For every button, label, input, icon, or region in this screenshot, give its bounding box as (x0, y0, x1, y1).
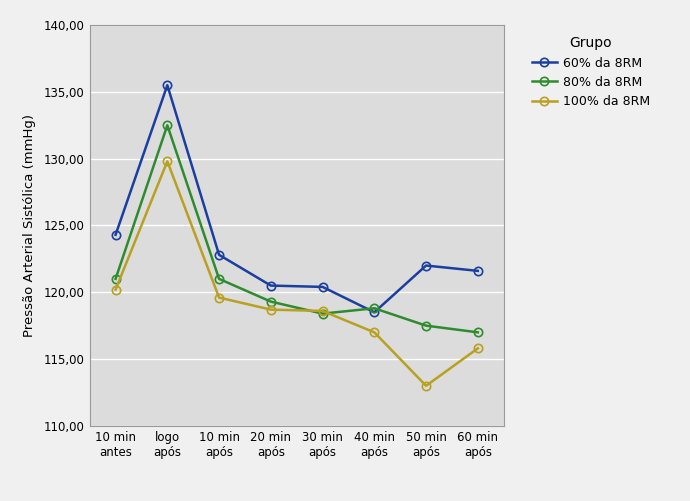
60% da 8RM (473, 268, 482, 274)
60% da 8RM (163, 82, 171, 88)
Line: 80% da 8RM: 80% da 8RM (111, 121, 482, 337)
80% da 8RM (473, 329, 482, 335)
100% da 8RM (473, 345, 482, 351)
100% da 8RM (370, 329, 378, 335)
80% da 8RM (163, 122, 171, 128)
Line: 60% da 8RM: 60% da 8RM (111, 81, 482, 317)
100% da 8RM (215, 295, 224, 301)
Line: 100% da 8RM: 100% da 8RM (111, 157, 482, 390)
80% da 8RM (370, 305, 378, 311)
60% da 8RM (266, 283, 275, 289)
80% da 8RM (215, 276, 224, 282)
100% da 8RM (422, 383, 431, 389)
Y-axis label: Pressão Arterial Sistólica (mmHg): Pressão Arterial Sistólica (mmHg) (23, 114, 36, 337)
60% da 8RM (318, 284, 327, 290)
80% da 8RM (112, 276, 120, 282)
60% da 8RM (370, 309, 378, 315)
100% da 8RM (266, 307, 275, 313)
100% da 8RM (318, 308, 327, 314)
80% da 8RM (318, 311, 327, 317)
80% da 8RM (266, 299, 275, 305)
60% da 8RM (112, 232, 120, 238)
Legend: 60% da 8RM, 80% da 8RM, 100% da 8RM: 60% da 8RM, 80% da 8RM, 100% da 8RM (526, 31, 655, 113)
100% da 8RM (112, 287, 120, 293)
100% da 8RM (163, 158, 171, 164)
60% da 8RM (422, 263, 431, 269)
60% da 8RM (215, 252, 224, 258)
80% da 8RM (422, 323, 431, 329)
